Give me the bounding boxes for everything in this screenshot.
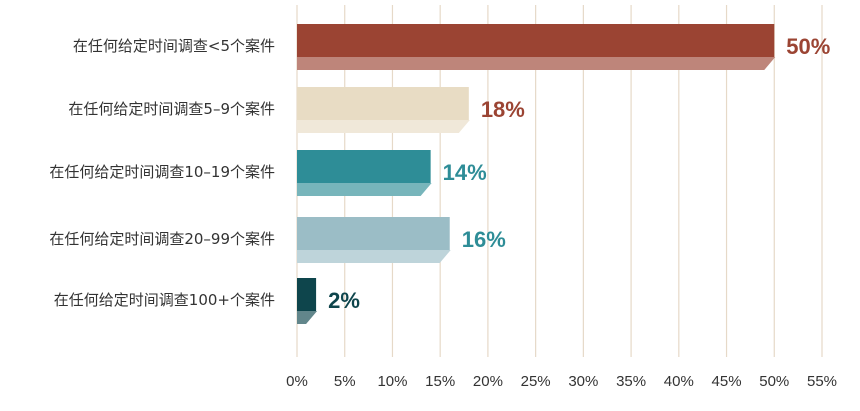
bar-shadow [297, 120, 470, 133]
bar-shadow [297, 57, 776, 70]
value-label: 50% [786, 34, 830, 59]
x-tick-label: 10% [377, 373, 407, 390]
bar-shadow [297, 183, 432, 196]
x-tick-label: 25% [521, 373, 551, 390]
value-labels: 50% 18% 14% 16% 2% [328, 34, 830, 313]
x-tick-label: 45% [712, 373, 742, 390]
bar-shadow [297, 311, 318, 324]
x-tick-label: 50% [759, 373, 789, 390]
bar [297, 278, 317, 311]
category-label: 在任何给定时间调查<5个案件 [73, 37, 275, 55]
x-tick-label: 0% [286, 373, 308, 390]
x-tick-label: 40% [664, 373, 694, 390]
bar-shadow [297, 250, 451, 263]
value-label: 2% [328, 288, 360, 313]
x-tick-label: 35% [616, 373, 646, 390]
value-label: 14% [443, 160, 487, 185]
value-label: 16% [462, 227, 506, 252]
bar [297, 217, 450, 250]
x-tick-label: 15% [425, 373, 455, 390]
x-tick-label: 20% [473, 373, 503, 390]
bar [297, 24, 775, 57]
x-axis-ticks: 0% 5% 10% 15% 20% 25% 30% 35% 40% 45% 50% 55% [286, 373, 837, 390]
value-label: 18% [481, 97, 525, 122]
bar [297, 150, 431, 183]
x-tick-label: 5% [334, 373, 356, 390]
category-labels: 在任何给定时间调查<5个案件在任何给定时间调查5–9个案件在任何给定时间调查10… [49, 37, 275, 309]
category-label: 在任何给定时间调查100+个案件 [54, 291, 275, 309]
x-tick-label: 30% [568, 373, 598, 390]
category-label: 在任何给定时间调查10–19个案件 [49, 163, 275, 181]
category-label: 在任何给定时间调查5–9个案件 [68, 100, 275, 118]
x-tick-label: 55% [807, 373, 837, 390]
bar [297, 87, 469, 120]
bars [297, 24, 776, 324]
category-label: 在任何给定时间调查20–99个案件 [49, 230, 275, 248]
